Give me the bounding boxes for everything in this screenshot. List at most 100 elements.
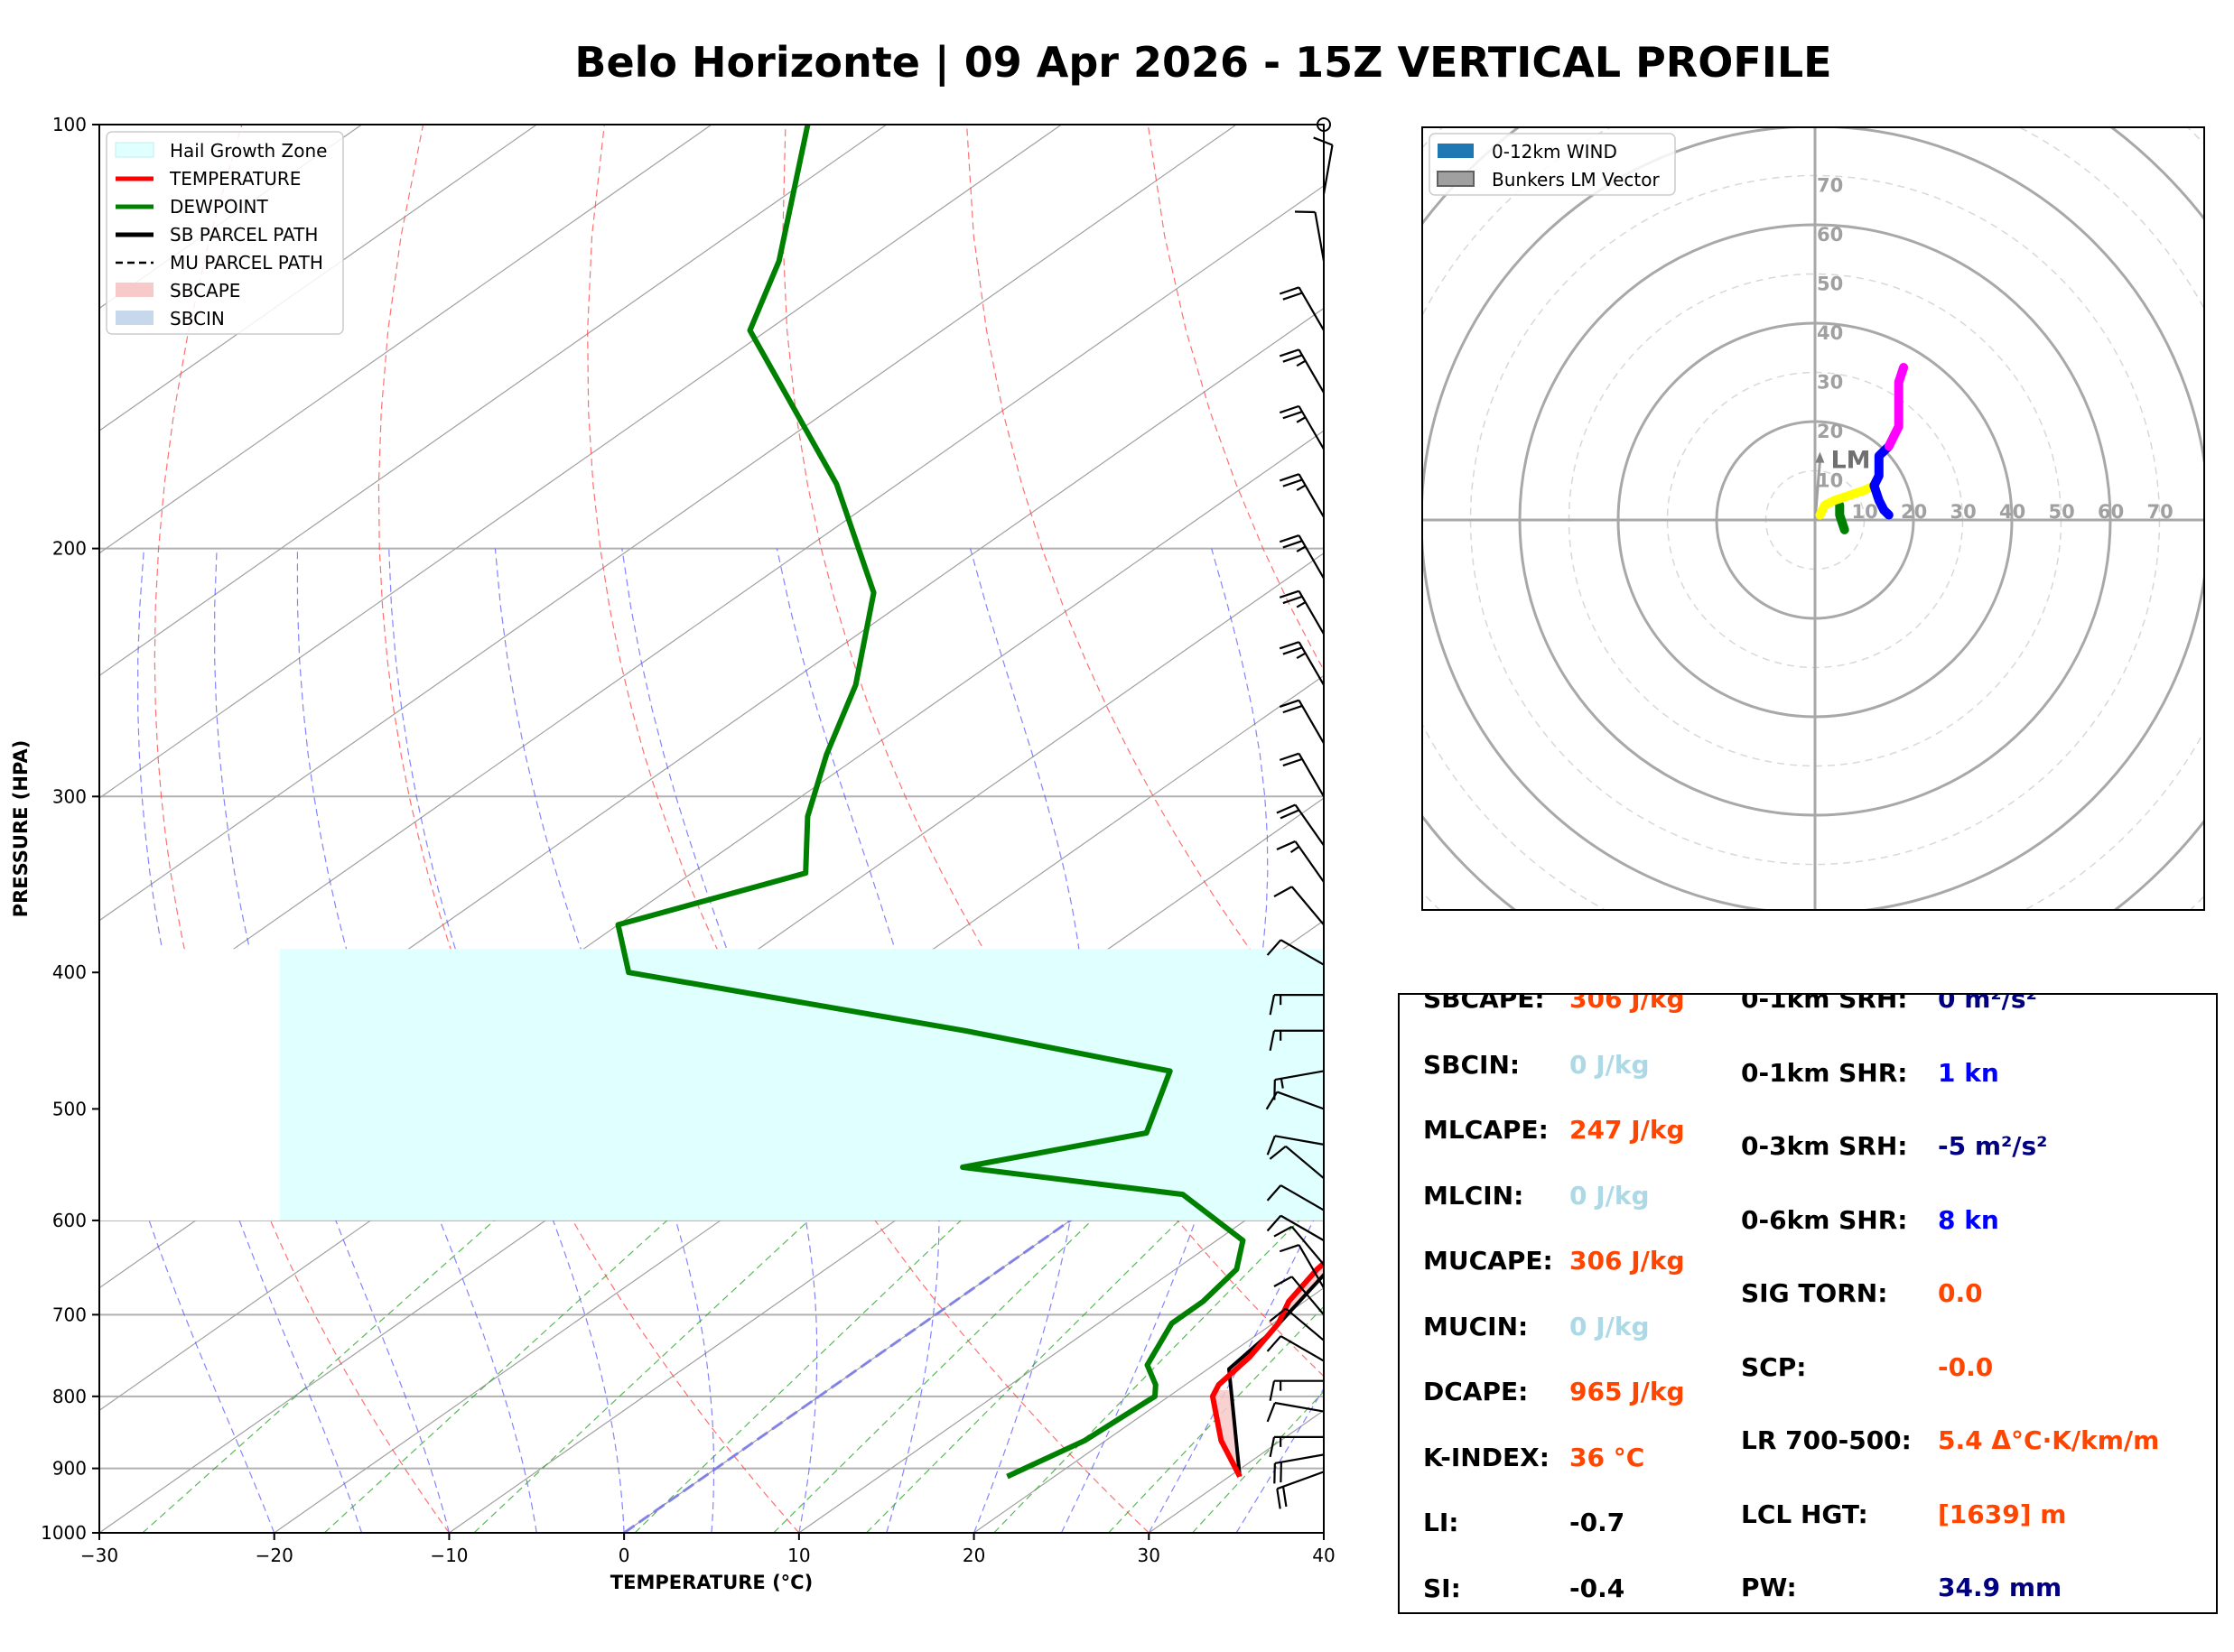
barb-staff [1280, 1214, 1325, 1242]
index-value: 247 J/kg [1569, 1115, 1685, 1145]
dry-adiabat [587, 125, 1150, 1533]
hodo-legend-swatch [1437, 171, 1475, 187]
index-label: 0-6km SHR: [1741, 1204, 1908, 1235]
isotherm-line [99, 307, 1324, 1166]
index-value: 965 J/kg [1569, 1377, 1685, 1406]
barb-flag [1279, 752, 1299, 761]
index-value: 306 J/kg [1569, 1246, 1685, 1276]
barb-staff [1290, 1226, 1325, 1266]
barb-staff [1285, 1307, 1325, 1341]
mixing-ratio-line [1108, 1305, 1324, 1533]
lm-arrowhead [1815, 451, 1825, 463]
barb-flag [1276, 803, 1296, 814]
index-label: SI: [1423, 1573, 1461, 1603]
moist-adiabat [99, 1044, 275, 1533]
hodo-ring-label-x: 10 [1852, 501, 1878, 523]
hodo-ring-label-y: 20 [1817, 421, 1843, 442]
hodograph-segment [1884, 363, 1909, 451]
moist-adiabat [296, 548, 537, 1533]
legend-item: Hail Growth Zone [115, 140, 327, 162]
wind-barb [1279, 534, 1325, 580]
skew-t-frame [98, 124, 1325, 1534]
barb-staff [1276, 1091, 1325, 1110]
legend-item: SBCAPE [116, 280, 240, 302]
hodo-legend-label: 0-12km WIND [1492, 141, 1617, 162]
dry-adiabat [377, 125, 800, 1533]
index-label: SIG TORN: [1741, 1278, 1888, 1308]
wind-barb [1279, 641, 1325, 686]
legend-item: MU PARCEL PATH [116, 252, 323, 274]
wind-barb [1266, 1401, 1325, 1423]
hodo-ring-label-x: 60 [2098, 501, 2124, 523]
index-label: SCP: [1741, 1351, 1807, 1382]
hodo-ring-label-y: 60 [1817, 224, 1843, 246]
barb-flag [1269, 994, 1276, 1016]
x-tick-label: 30 [1138, 1545, 1160, 1566]
index-label: LCL HGT: [1741, 1499, 1868, 1529]
hodo-ring-label-x: 70 [2147, 501, 2173, 523]
wind-barb [1279, 286, 1325, 331]
x-tick-label: 10 [787, 1545, 810, 1566]
x-tick-label: −30 [80, 1545, 118, 1566]
wind-barb [1273, 886, 1325, 926]
barb-flag [1279, 286, 1299, 295]
wind-barb [1273, 1276, 1325, 1316]
hodo-ring-label-y: 70 [1817, 175, 1843, 197]
index-label: 0-1km SRH: [1741, 993, 1908, 1014]
barb-flag [1282, 646, 1303, 655]
index-value: -5 m²/s² [1938, 1131, 2048, 1161]
wind-barb [1279, 752, 1325, 797]
barb-staff [1298, 286, 1325, 331]
hail-zone-left-mask [99, 949, 280, 1220]
isotherm-line [99, 125, 537, 432]
barb-flag [1279, 1244, 1299, 1253]
wind-barb [1269, 994, 1324, 1016]
legend-item: SBCIN [116, 308, 225, 329]
mixing-ratio-line [473, 1220, 810, 1533]
moist-adiabat [621, 548, 818, 1533]
hodograph-segment [1869, 480, 1894, 520]
x-tick-label: 40 [1312, 1545, 1335, 1566]
index-label: PW: [1741, 1573, 1797, 1602]
barb-half-flag [1289, 845, 1300, 854]
barb-staff [1274, 1401, 1325, 1413]
barb-staff [1298, 700, 1325, 744]
wind-barb [1266, 1184, 1325, 1211]
index-label: K-INDEX: [1423, 1442, 1550, 1472]
x-tick-label: −10 [430, 1545, 468, 1566]
barb-staff [1280, 1184, 1325, 1211]
index-value: -0.0 [1938, 1351, 1994, 1382]
legend-label: SBCIN [170, 308, 225, 329]
mixing-ratio-line [634, 1220, 962, 1533]
barb-staff [1280, 1335, 1325, 1362]
barb-flag [1279, 589, 1299, 599]
wind-barb [1269, 1435, 1324, 1458]
wind-barb [1279, 473, 1325, 518]
barb-staff [1298, 1244, 1325, 1289]
wind-barb [1294, 210, 1326, 262]
isotherm-line [99, 125, 888, 677]
hodo-ring-label-x: 50 [2049, 501, 2075, 523]
wind-barb [1269, 1029, 1324, 1052]
index-label: LI: [1423, 1508, 1459, 1537]
legend-label: SB PARCEL PATH [170, 224, 318, 246]
index-label: MUCIN: [1423, 1311, 1529, 1341]
barb-flag [1294, 210, 1316, 214]
barb-staff [1274, 1135, 1325, 1146]
wind-barb [1279, 699, 1325, 744]
barb-half-flag [1280, 1078, 1284, 1089]
mixing-ratio-line [323, 1220, 668, 1533]
index-value: 306 J/kg [1569, 993, 1685, 1014]
wind-barb [1273, 1225, 1325, 1266]
hodo-legend-box [1429, 133, 1676, 196]
barb-flag [1282, 354, 1303, 363]
index-label: 0-1km SHR: [1741, 1057, 1908, 1088]
y-tick-label: 700 [52, 1304, 87, 1325]
moist-adiabat [1060, 548, 1269, 1533]
barb-flag [1273, 1462, 1276, 1484]
y-tick-label: 600 [52, 1210, 87, 1231]
index-label: MLCAPE: [1423, 1115, 1549, 1145]
barb-staff [1285, 1145, 1325, 1180]
legend-swatch [116, 283, 154, 297]
barb-flag [1266, 1402, 1276, 1423]
